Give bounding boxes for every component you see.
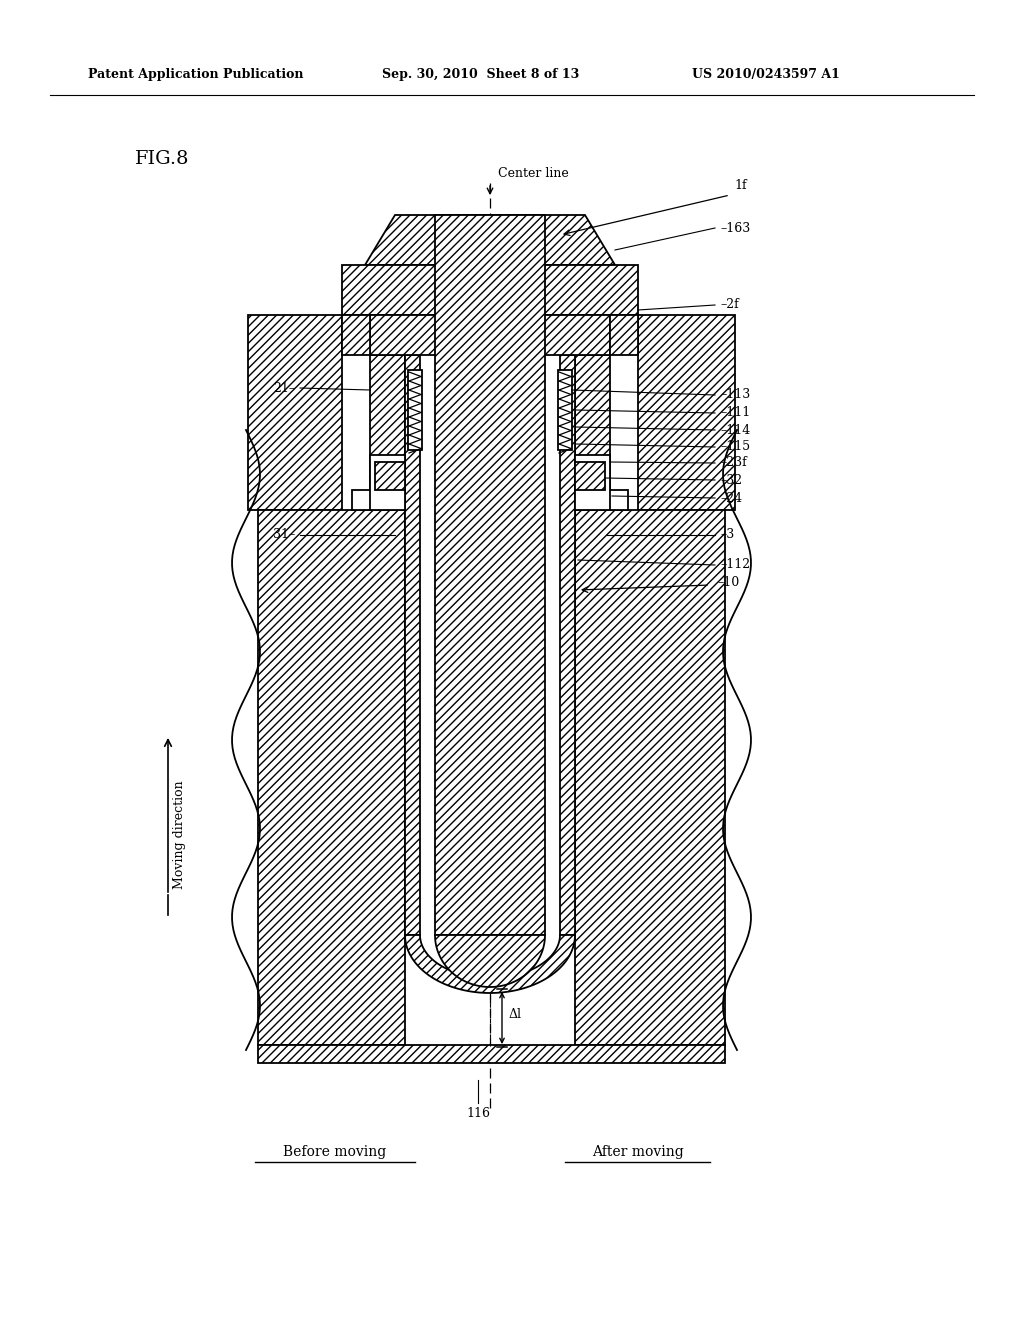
Text: Sep. 30, 2010  Sheet 8 of 13: Sep. 30, 2010 Sheet 8 of 13 <box>382 69 580 81</box>
Text: –115: –115 <box>720 441 751 454</box>
Bar <box>575 490 628 510</box>
Bar <box>370 355 406 510</box>
Text: –3: –3 <box>720 528 734 541</box>
Text: US 2010/0243597 A1: US 2010/0243597 A1 <box>692 69 840 81</box>
Bar <box>375 462 406 490</box>
Bar <box>575 355 610 510</box>
Polygon shape <box>406 935 575 993</box>
Bar <box>435 215 545 935</box>
Bar <box>638 315 735 510</box>
Bar <box>248 315 342 510</box>
Text: –24: –24 <box>720 491 742 504</box>
Bar <box>342 315 370 355</box>
Text: –113: –113 <box>720 388 751 401</box>
Text: Δl: Δl <box>509 1008 522 1022</box>
Text: After moving: After moving <box>592 1144 684 1159</box>
Bar <box>258 510 406 1045</box>
Bar <box>406 355 420 935</box>
Text: –2f: –2f <box>720 298 738 312</box>
Text: Before moving: Before moving <box>284 1144 387 1159</box>
Bar <box>352 490 406 510</box>
Text: FIG.8: FIG.8 <box>135 150 189 168</box>
Bar <box>258 1045 725 1063</box>
Text: –112: –112 <box>720 558 751 572</box>
Text: Center line: Center line <box>498 168 568 180</box>
Bar <box>558 370 572 450</box>
Text: 21–: 21– <box>272 381 295 395</box>
Polygon shape <box>435 935 545 987</box>
Bar <box>370 315 610 355</box>
Polygon shape <box>365 215 615 265</box>
Text: Moving direction: Moving direction <box>173 780 186 890</box>
Bar <box>575 510 725 1045</box>
Bar <box>408 370 422 450</box>
Text: 1f: 1f <box>734 180 746 191</box>
Text: 116: 116 <box>466 1107 490 1119</box>
Text: –163: –163 <box>720 222 751 235</box>
Text: Patent Application Publication: Patent Application Publication <box>88 69 303 81</box>
Bar <box>610 315 638 355</box>
Text: –114: –114 <box>720 424 751 437</box>
Text: –32: –32 <box>720 474 742 487</box>
Text: 31–: 31– <box>272 528 295 541</box>
Text: –23f: –23f <box>720 457 746 470</box>
Text: –111: –111 <box>720 407 751 420</box>
Text: –10: –10 <box>717 577 739 590</box>
Bar <box>342 265 638 315</box>
Bar <box>575 455 610 510</box>
Bar <box>560 355 575 935</box>
Bar <box>575 462 605 490</box>
Bar <box>370 455 406 510</box>
